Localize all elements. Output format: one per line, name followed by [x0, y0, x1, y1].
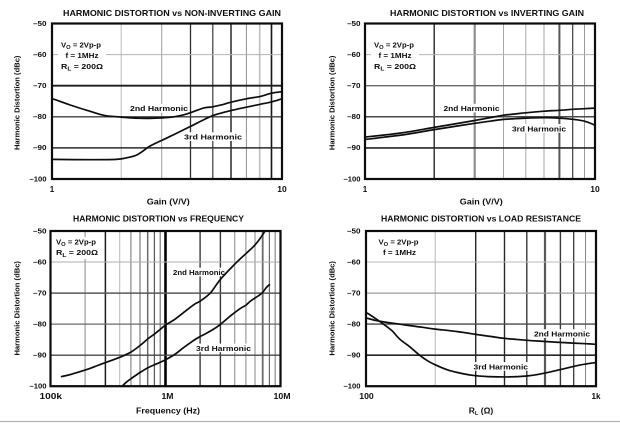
svg-text:3rd Harmonic: 3rd Harmonic	[474, 362, 529, 371]
svg-text:Gain (V/V): Gain (V/V)	[147, 197, 190, 206]
svg-text:10: 10	[590, 185, 600, 194]
svg-text:–90: –90	[33, 143, 47, 152]
svg-text:f = 1MHz: f = 1MHz	[379, 51, 412, 60]
svg-text:2nd Harmonic: 2nd Harmonic	[130, 104, 188, 113]
svg-text:3rd Harmonic: 3rd Harmonic	[196, 344, 251, 353]
svg-text:Frequency (Hz): Frequency (Hz)	[136, 407, 200, 416]
svg-text:–70: –70	[347, 288, 361, 297]
svg-text:HARMONIC DISTORTION vs FREQUEN: HARMONIC DISTORTION vs FREQUENCY	[73, 215, 245, 224]
svg-text:–100: –100	[344, 382, 361, 391]
svg-text:–80: –80	[347, 319, 361, 328]
svg-text:RL​ = 200Ω: RL​ = 200Ω	[61, 62, 103, 73]
svg-text:–90: –90	[347, 143, 361, 152]
svg-text:Harmonic Distortion (dBc): Harmonic Distortion (dBc)	[13, 55, 22, 150]
svg-text:–90: –90	[347, 351, 361, 360]
svg-text:Gain (V/V): Gain (V/V)	[460, 197, 503, 206]
svg-text:Harmonic Distortion (dBc): Harmonic Distortion (dBc)	[328, 55, 337, 150]
svg-text:VO​ = 2Vp-p: VO​ = 2Vp-p	[379, 237, 420, 248]
svg-text:3rd Harmonic: 3rd Harmonic	[184, 133, 242, 142]
svg-text:Harmonic Distortion (dBc): Harmonic Distortion (dBc)	[328, 261, 337, 356]
svg-text:–60: –60	[33, 257, 47, 266]
svg-text:2nd Harmonic: 2nd Harmonic	[444, 104, 500, 113]
svg-text:–70: –70	[33, 288, 47, 297]
svg-text:–60: –60	[347, 50, 361, 59]
svg-text:RL (Ω): RL (Ω)	[469, 407, 494, 418]
svg-text:f = 1MHz: f = 1MHz	[66, 51, 99, 60]
svg-text:HARMONIC DISTORTION vs INVERTI: HARMONIC DISTORTION vs INVERTING GAIN	[390, 9, 584, 18]
svg-text:3rd Harmonic: 3rd Harmonic	[512, 124, 566, 133]
svg-text:1: 1	[50, 185, 55, 194]
svg-text:VO​ = 2Vp-p: VO​ = 2Vp-p	[61, 40, 102, 51]
svg-text:100: 100	[359, 392, 374, 401]
svg-text:10: 10	[277, 185, 287, 194]
svg-text:1k: 1k	[592, 392, 602, 401]
svg-text:2nd Harmonic: 2nd Harmonic	[173, 268, 225, 277]
svg-text:f = 1MHz: f = 1MHz	[383, 248, 416, 257]
svg-text:HARMONIC DISTORTION vs NON-INV: HARMONIC DISTORTION vs NON-INVERTING GAI…	[63, 9, 281, 18]
svg-text:–50: –50	[347, 19, 361, 28]
svg-text:–70: –70	[33, 81, 47, 90]
svg-text:–50: –50	[33, 226, 47, 235]
svg-text:VO​ = 2Vp-p: VO​ = 2Vp-p	[56, 237, 97, 248]
svg-text:–70: –70	[347, 81, 361, 90]
svg-text:1: 1	[363, 185, 368, 194]
svg-text:–80: –80	[33, 319, 47, 328]
svg-text:–50: –50	[347, 226, 361, 235]
svg-text:–50: –50	[33, 19, 47, 28]
svg-text:–100: –100	[344, 174, 361, 183]
svg-text:–80: –80	[347, 112, 361, 121]
svg-text:100k: 100k	[40, 392, 63, 401]
svg-text:–80: –80	[33, 112, 47, 121]
svg-text:–100: –100	[30, 174, 47, 183]
svg-text:–100: –100	[30, 382, 47, 391]
svg-text:–60: –60	[347, 257, 361, 266]
svg-text:1M: 1M	[162, 392, 174, 401]
svg-text:–60: –60	[33, 50, 47, 59]
svg-text:RL​ = 200Ω: RL​ = 200Ω	[56, 248, 98, 259]
svg-text:RL​ = 200Ω: RL​ = 200Ω	[374, 62, 416, 73]
svg-text:2nd Harmonic: 2nd Harmonic	[534, 330, 590, 339]
svg-text:VO​ = 2Vp-p: VO​ = 2Vp-p	[374, 40, 415, 51]
svg-text:–90: –90	[33, 351, 47, 360]
svg-text:Harmonic Distortion (dBc): Harmonic Distortion (dBc)	[13, 261, 22, 356]
svg-text:HARMONIC DISTORTION vs LOAD RE: HARMONIC DISTORTION vs LOAD RESISTANCE	[381, 215, 582, 224]
svg-text:10M: 10M	[274, 392, 291, 401]
